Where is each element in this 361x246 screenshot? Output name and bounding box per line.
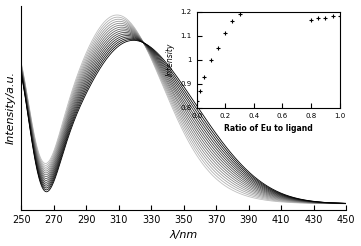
X-axis label: λ/nm: λ/nm: [170, 231, 198, 240]
Y-axis label: Intensity/a.u.: Intensity/a.u.: [5, 71, 16, 144]
